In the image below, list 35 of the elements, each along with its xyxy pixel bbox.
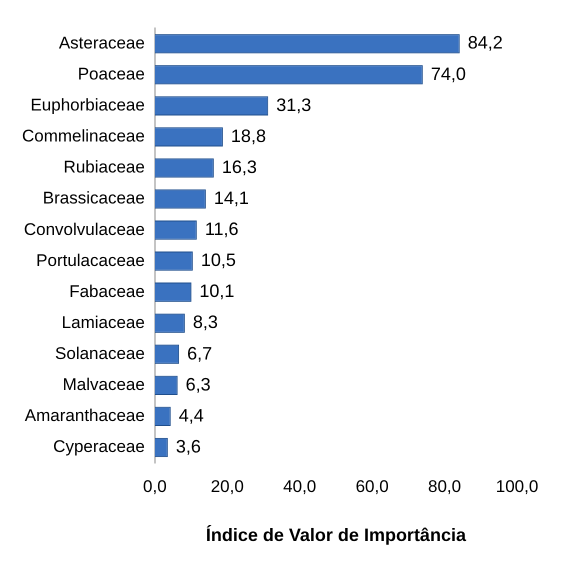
y-tick-label: Solanaceae: [55, 344, 145, 363]
y-tick-label: Euphorbiaceae: [30, 96, 145, 115]
data-label: 84,2: [468, 32, 503, 53]
y-tick-label: Cyperaceae: [53, 437, 145, 456]
x-tick-label: 100,0: [496, 476, 538, 496]
y-tick-label: Asteraceae: [58, 33, 145, 52]
data-label: 6,7: [187, 343, 212, 364]
y-tick-label: Rubiaceae: [64, 158, 145, 177]
data-label: 8,3: [192, 312, 218, 332]
y-tick-label: Amaranthaceae: [24, 406, 145, 426]
data-label: 10,1: [199, 281, 234, 302]
data-label: 31,3: [276, 94, 312, 115]
x-axis-title: Índice de Valor de Importância: [206, 525, 467, 546]
y-tick-label: Malvaceae: [62, 375, 145, 394]
y-tick-label: Poaceae: [78, 64, 145, 84]
y-tick-label: Commelinaceae: [22, 126, 145, 146]
y-tick-label: Fabaceae: [69, 282, 145, 301]
data-label: 10,5: [200, 250, 236, 270]
data-label: 4,4: [178, 405, 204, 426]
data-label: 11,6: [204, 219, 239, 240]
x-tick-label: 20,0: [210, 476, 244, 496]
x-tick-label: 0,0: [143, 476, 167, 496]
y-tick-label: Brassicaceae: [42, 188, 145, 208]
x-tick-label: 60,0: [356, 476, 389, 496]
y-tick-label: Convolvulaceae: [24, 220, 145, 239]
data-label: 14,1: [214, 188, 249, 208]
data-label: 18,8: [230, 126, 266, 146]
y-tick-label: Portulacaceae: [36, 250, 145, 270]
data-label: 74,0: [430, 64, 466, 84]
x-tick-label: 80,0: [428, 476, 462, 496]
data-label: 3,6: [176, 436, 201, 456]
data-label: 16,3: [222, 156, 257, 177]
x-tick-label: 40,0: [283, 476, 316, 496]
data-label: 6,3: [186, 374, 211, 394]
y-tick-label: Lamiaceae: [62, 312, 145, 332]
